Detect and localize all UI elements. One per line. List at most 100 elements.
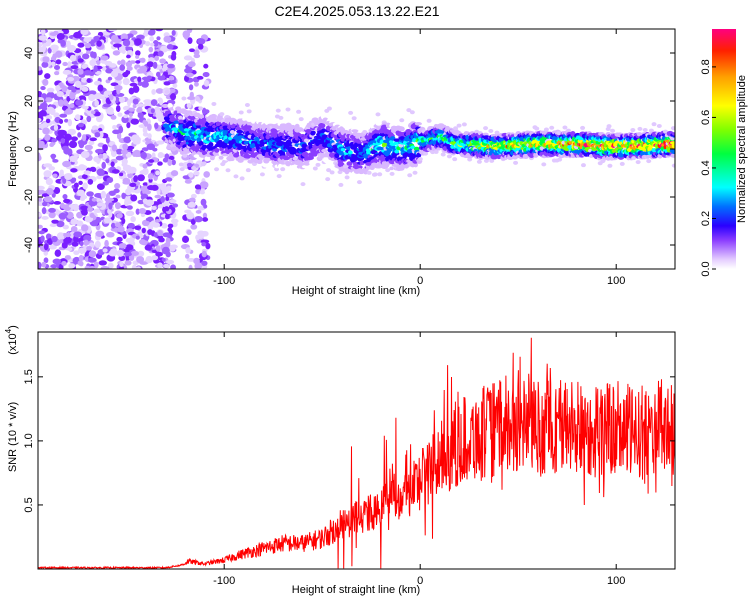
halo-cell (607, 163, 613, 168)
noise-cell (137, 76, 142, 83)
ridge-cell (248, 150, 255, 155)
ridge-cell (340, 148, 346, 152)
noise-cell (115, 148, 123, 155)
y-tick-label: 1.5 (23, 369, 35, 384)
noise-cell (172, 83, 178, 88)
noise-cell (71, 241, 79, 247)
noise-cell (159, 58, 167, 64)
y-tick-label: 20 (23, 95, 35, 107)
noise-cell (165, 240, 171, 247)
noise-cell (102, 103, 111, 108)
halo-cell (276, 174, 282, 179)
noise-cell (126, 33, 134, 38)
noise-cell (38, 196, 43, 202)
noise-cell (69, 103, 75, 109)
noise-cell (184, 67, 193, 74)
noise-cell (168, 204, 174, 210)
ridge-cell (208, 141, 214, 148)
colorbar-label: Normalized spectral amplitude (736, 75, 748, 223)
noise-cell (110, 82, 119, 87)
noise-cell (121, 217, 126, 225)
halo-cell (338, 182, 344, 187)
noise-cell (121, 192, 126, 200)
ridge-cell (251, 147, 256, 152)
noise-cell (43, 196, 53, 203)
halo-cell (562, 125, 568, 130)
y-tick-label: 1.0 (23, 433, 35, 448)
halo-cell (312, 166, 318, 171)
halo-cell (292, 156, 298, 161)
noise-cell (170, 93, 177, 101)
ridge-cell (246, 121, 253, 126)
noise-cell (38, 43, 43, 48)
noise-cell (135, 235, 140, 240)
noise-cell (74, 114, 81, 121)
halo-cell (637, 126, 643, 131)
noise-cell (139, 239, 147, 245)
halo-cell (296, 109, 302, 114)
ridge-cell (244, 154, 252, 159)
noise-cell (38, 140, 43, 147)
x-tick-label: 100 (607, 275, 625, 287)
noise-cell (187, 201, 196, 208)
snr-multiplier-exp: 4 (4, 328, 13, 333)
ridge-cell (251, 143, 257, 147)
y-tick-label: 0.5 (23, 497, 35, 512)
noise-cell (118, 265, 125, 269)
noise-cell (51, 153, 56, 160)
noise-cell (52, 173, 58, 179)
ridge-cell (389, 166, 394, 171)
halo-cell (671, 163, 675, 168)
noise-cell (110, 70, 119, 78)
noise-cell (150, 99, 158, 106)
noise-cell (67, 61, 72, 69)
ridge-cell (221, 153, 229, 157)
noise-cell (134, 38, 142, 46)
noise-cell (188, 172, 194, 178)
noise-cell (124, 260, 132, 266)
noise-cell (71, 60, 79, 65)
ridge-cell (209, 155, 215, 161)
noise-cell (66, 211, 74, 220)
noise-cell (45, 97, 53, 103)
ridge-cell (337, 161, 345, 168)
noise-cell (44, 73, 51, 79)
noise-cell (78, 141, 85, 149)
noise-cell (73, 231, 83, 238)
noise-cell (142, 126, 148, 134)
noise-cell (77, 247, 87, 254)
noise-cell (163, 263, 170, 269)
noise-cell (205, 242, 211, 250)
noise-cell (104, 90, 112, 95)
ridge-cell (394, 149, 400, 154)
halo-cell (178, 162, 184, 167)
noise-cell (130, 194, 138, 202)
noise-cell (150, 108, 155, 114)
noise-cell (130, 118, 140, 125)
noise-cell (117, 60, 122, 65)
noise-cell (76, 189, 85, 196)
halo-cell (476, 159, 482, 164)
noise-cell (87, 178, 94, 185)
ridge-cell (262, 162, 270, 168)
noise-cell (71, 136, 78, 142)
noise-cell (145, 217, 153, 222)
noise-cell (42, 201, 48, 207)
noise-cell (62, 61, 68, 67)
x-tick-label: 100 (607, 575, 625, 587)
noise-cell (56, 232, 65, 240)
noise-cell (112, 129, 121, 135)
noise-cell (89, 59, 97, 67)
noise-cell (193, 170, 200, 176)
halo-cell (214, 167, 220, 172)
noise-cell (88, 250, 97, 258)
spectrogram-x-label: Height of straight line (km) (292, 285, 420, 297)
noise-cell (133, 149, 141, 158)
halo-cell (642, 128, 648, 133)
noise-cell (49, 108, 56, 116)
halo-cell (580, 163, 586, 168)
noise-cell (58, 119, 64, 125)
x-tick-label: 0 (417, 275, 423, 287)
noise-cell (43, 163, 53, 168)
noise-cell (57, 129, 67, 137)
